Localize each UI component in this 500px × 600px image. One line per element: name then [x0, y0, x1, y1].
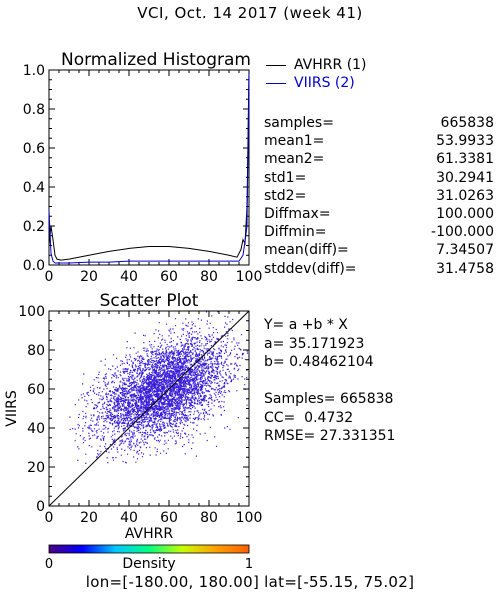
- plot-frame: [48, 69, 250, 266]
- legend-swatch-viirs: [266, 82, 286, 84]
- stat-label: mean2=: [264, 151, 325, 168]
- stat-label: std1=: [264, 169, 307, 186]
- page-title: VCI, Oct. 14 2017 (week 41): [137, 4, 363, 22]
- y-tick-label: 80: [27, 343, 45, 359]
- x-tick-label: 40: [120, 510, 138, 526]
- histogram-title: Normalized Histogram: [61, 50, 251, 70]
- y-tick-label: 0.0: [23, 258, 45, 274]
- x-tick-label: 80: [200, 510, 218, 526]
- x-tick-label: 20: [80, 269, 98, 285]
- spacer: [264, 372, 395, 391]
- x-tick-label: 0: [45, 510, 54, 526]
- y-tick-label: 0.8: [23, 102, 45, 118]
- legend-item-viirs: VIIRS (2): [266, 74, 367, 92]
- colorbar-bar: [48, 544, 250, 554]
- stat-value: -100.000: [431, 224, 494, 241]
- x-tick-label: 100: [236, 269, 263, 285]
- y-axis-label: VIIRS: [4, 390, 20, 427]
- y-tick-label: 60: [27, 382, 45, 398]
- regression-samples: Samples= 665838: [264, 391, 394, 407]
- scatter-point-cloud: [69, 311, 248, 464]
- y-tick-label: 100: [18, 304, 45, 320]
- footer-coordinates: lon=[-180.00, 180.00] lat=[-55.15, 75.02…: [85, 573, 415, 591]
- legend-label-avhrr: AVHRR (1): [294, 57, 367, 73]
- stat-row: mean1= 53.9933: [264, 132, 494, 150]
- x-tick-label: 0: [45, 269, 54, 285]
- stat-value: 30.2941: [436, 169, 494, 186]
- x-axis-label: AVHRR: [125, 526, 174, 542]
- stat-label: Diffmin=: [264, 224, 327, 241]
- regression-rmse: RMSE= 27.331351: [264, 428, 396, 444]
- y-tick-label: 1.0: [23, 63, 45, 79]
- y-tick-label: 20: [27, 460, 45, 476]
- regression-intercept: a= 35.171923: [264, 335, 365, 352]
- histogram-chart: 0 20 40 60 80 100 0.0 0.2 0.4 0.6 0.8 1.0 Normalized…: [23, 50, 263, 285]
- colorbar-title: Density: [122, 556, 175, 572]
- colorbar-max-label: 1: [245, 557, 253, 572]
- stat-row: Diffmax= 100.000: [264, 205, 494, 223]
- stat-value: 7.34507: [436, 242, 494, 259]
- y-tick-label: 40: [27, 421, 45, 437]
- stat-label: Diffmax=: [264, 206, 331, 223]
- stat-label: mean(diff)=: [264, 242, 349, 259]
- stat-row: Diffmin= -100.000: [264, 223, 494, 241]
- stat-row: samples= 665838: [264, 114, 494, 132]
- series-line-avhrr: [48, 69, 250, 261]
- stat-value: 665838: [440, 115, 494, 131]
- x-tick-label: 60: [160, 269, 178, 285]
- stats-panel: samples= 665838 mean1= 53.9933 mean2= 61.33…: [264, 114, 494, 278]
- colorbar-min-label: 0: [45, 557, 53, 572]
- regression-equation: Y= a +b * X: [264, 317, 348, 333]
- x-tick-label: 40: [120, 269, 138, 285]
- stat-value: 61.3381: [436, 151, 494, 168]
- x-tick-label: 80: [200, 269, 218, 285]
- y-tick-label: 0.4: [23, 180, 45, 196]
- x-tick-label: 60: [160, 510, 178, 526]
- stat-value: 31.4758: [436, 260, 494, 277]
- x-tick-label: 100: [236, 510, 263, 526]
- y-tick-label: 0.6: [23, 141, 45, 157]
- regression-panel: Y= a +b * X a= 35.171923 b= 0.48462104 S…: [264, 316, 395, 446]
- stat-row: mean2= 61.3381: [264, 150, 494, 168]
- stat-label: std2=: [264, 187, 307, 204]
- stat-label: stddev(diff)=: [264, 260, 357, 277]
- stat-row: mean(diff)= 7.34507: [264, 241, 494, 259]
- series-line-viirs: [48, 73, 250, 264]
- stat-value: 31.0263: [436, 187, 494, 204]
- regression-cc: CC= 0.4732: [264, 409, 354, 426]
- legend-swatch-avhrr: [266, 64, 286, 66]
- stat-label: samples=: [264, 115, 334, 131]
- stat-label: mean1=: [264, 133, 325, 150]
- histogram-legend: AVHRR (1) VIIRS (2): [266, 56, 367, 92]
- stat-value: 100.000: [436, 206, 494, 223]
- x-tick-label: 20: [80, 510, 98, 526]
- scatter-title: Scatter Plot: [100, 291, 199, 311]
- colorbar: 0 1 Density: [45, 544, 253, 572]
- legend-item-avhrr: AVHRR (1): [266, 56, 367, 74]
- stat-row: stddev(diff)= 31.4758: [264, 260, 494, 278]
- stat-row: std1= 30.2941: [264, 169, 494, 187]
- stat-row: std2= 31.0263: [264, 187, 494, 205]
- legend-label-viirs: VIIRS (2): [294, 75, 355, 91]
- scatter-points: [69, 311, 248, 464]
- regression-slope: b= 0.48462104: [264, 354, 374, 370]
- scatter-chart: 0 20 40 60 80 100 0 20 40 60 80 100 Scatter Plot AVHR…: [4, 291, 262, 542]
- y-tick-label: 0.2: [23, 219, 45, 235]
- one-to-one-line: [48, 310, 250, 507]
- stat-value: 53.9933: [436, 133, 494, 150]
- y-tick-label: 0: [36, 499, 45, 515]
